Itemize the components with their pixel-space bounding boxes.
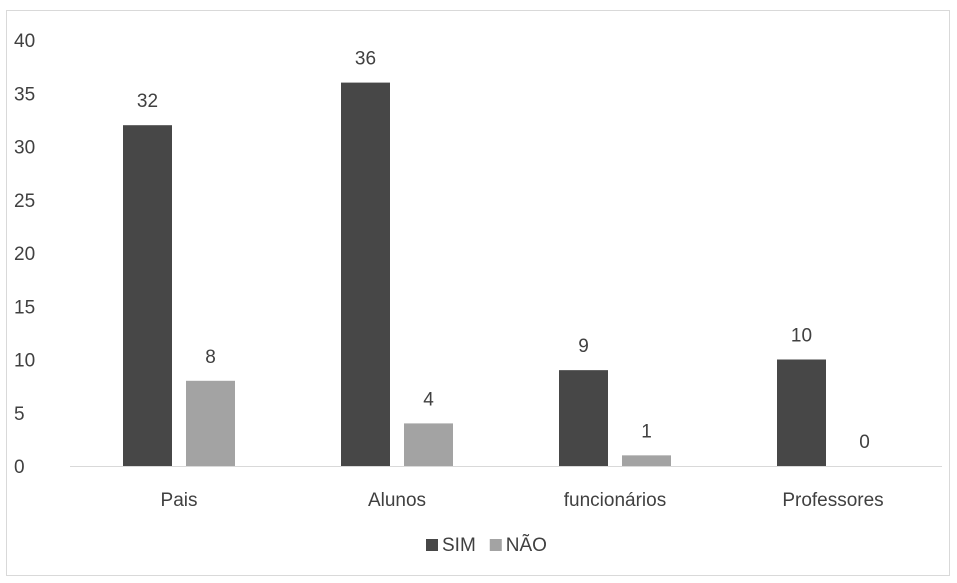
data-labels: 32 8 36 4 9 1 10 0 (137, 49, 870, 453)
y-tick-label: 10 (14, 351, 35, 372)
category-label: funcionários (564, 490, 666, 511)
category-label: Pais (161, 490, 198, 511)
data-label: 8 (205, 347, 216, 368)
y-tick-label: 20 (14, 244, 35, 265)
bar-n-o-2 (622, 455, 671, 466)
category-label: Alunos (368, 490, 426, 511)
legend-swatch (426, 539, 438, 551)
data-label: 32 (137, 91, 158, 112)
bars (123, 82, 826, 466)
y-tick-label: 15 (14, 297, 35, 318)
bar-n-o-0 (186, 380, 235, 466)
data-label: 4 (423, 389, 434, 410)
y-axis-ticks: 0 5 10 15 20 25 30 35 40 (14, 31, 35, 478)
category-label: Professores (782, 490, 883, 511)
y-tick-label: 25 (14, 191, 35, 212)
data-label: 9 (578, 336, 589, 357)
category-labels: Pais Alunos funcionários Professores (161, 490, 884, 511)
legend: SIM NÃO (426, 534, 547, 556)
bar-sim-0 (123, 125, 172, 466)
data-label: 1 (641, 421, 652, 442)
bar-n-o-1 (404, 423, 453, 466)
bar-sim-3 (777, 359, 826, 466)
bar-sim-2 (559, 370, 608, 466)
y-tick-label: 40 (14, 31, 35, 52)
y-tick-label: 30 (14, 138, 35, 159)
legend-label: NÃO (506, 534, 547, 556)
data-label: 0 (859, 432, 870, 453)
legend-swatch (489, 539, 502, 551)
data-label: 10 (791, 326, 812, 347)
y-tick-label: 5 (14, 404, 25, 425)
y-tick-label: 0 (14, 457, 25, 478)
data-label: 36 (355, 49, 376, 70)
bar-sim-1 (341, 82, 390, 466)
legend-label: SIM (442, 535, 476, 556)
y-tick-label: 35 (14, 84, 35, 105)
